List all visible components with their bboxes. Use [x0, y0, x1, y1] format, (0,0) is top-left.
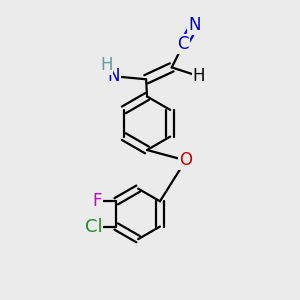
Text: N: N: [188, 16, 201, 34]
Text: H: H: [100, 56, 112, 74]
Text: O: O: [179, 152, 192, 169]
Text: H: H: [193, 67, 205, 85]
Text: C: C: [178, 35, 189, 53]
Text: F: F: [92, 192, 102, 210]
Text: N: N: [107, 67, 120, 85]
Text: Cl: Cl: [85, 218, 103, 236]
